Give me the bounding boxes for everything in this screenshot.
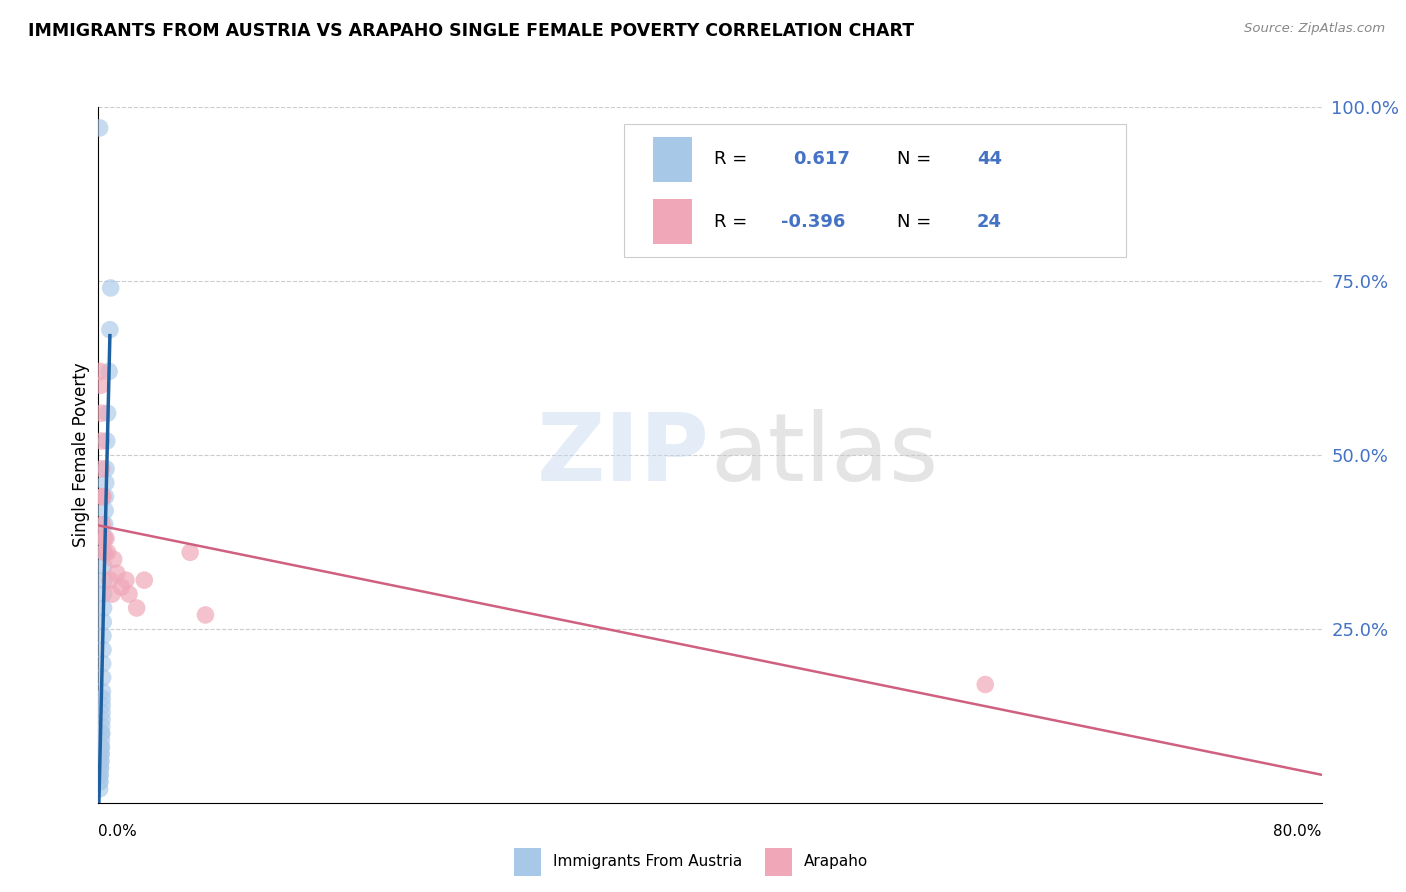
Text: ZIP: ZIP — [537, 409, 710, 501]
Point — [134, 573, 156, 587]
Point — [115, 573, 138, 587]
Point — [974, 677, 997, 691]
Point — [125, 601, 148, 615]
Point — [90, 754, 112, 768]
Text: R =: R = — [714, 213, 752, 231]
Point — [94, 532, 117, 546]
Point — [105, 566, 128, 581]
Point — [97, 406, 120, 420]
Point — [93, 545, 115, 559]
Point — [89, 768, 111, 782]
Text: Immigrants From Austria: Immigrants From Austria — [554, 855, 742, 870]
Text: N =: N = — [897, 213, 938, 231]
Point — [93, 545, 115, 559]
Point — [90, 462, 112, 476]
Point — [93, 573, 115, 587]
Point — [110, 580, 132, 594]
Text: atlas: atlas — [710, 409, 938, 501]
FancyBboxPatch shape — [765, 848, 792, 876]
Point — [94, 475, 117, 490]
Text: N =: N = — [897, 150, 938, 169]
Point — [90, 747, 112, 761]
FancyBboxPatch shape — [515, 848, 541, 876]
Point — [90, 754, 112, 768]
Point — [90, 761, 112, 775]
Point — [90, 726, 112, 740]
Point — [94, 517, 117, 532]
Point — [91, 490, 114, 504]
Point — [91, 712, 114, 726]
Point — [93, 587, 115, 601]
Text: 80.0%: 80.0% — [1274, 823, 1322, 838]
Point — [98, 323, 121, 337]
Point — [89, 761, 111, 775]
Point — [91, 615, 114, 629]
Point — [97, 545, 120, 559]
Point — [90, 434, 112, 448]
Point — [98, 573, 121, 587]
Text: IMMIGRANTS FROM AUSTRIA VS ARAPAHO SINGLE FEMALE POVERTY CORRELATION CHART: IMMIGRANTS FROM AUSTRIA VS ARAPAHO SINGL… — [28, 22, 914, 40]
Text: 0.0%: 0.0% — [98, 823, 138, 838]
Point — [90, 747, 112, 761]
Point — [89, 781, 111, 796]
Point — [91, 691, 114, 706]
Point — [91, 490, 114, 504]
Point — [96, 434, 118, 448]
Point — [90, 719, 112, 733]
Text: -0.396: -0.396 — [780, 213, 845, 231]
Point — [103, 552, 125, 566]
Point — [90, 406, 112, 420]
Text: Arapaho: Arapaho — [804, 855, 869, 870]
Point — [91, 671, 114, 685]
Point — [89, 120, 111, 135]
Text: Source: ZipAtlas.com: Source: ZipAtlas.com — [1244, 22, 1385, 36]
FancyBboxPatch shape — [624, 124, 1126, 257]
Point — [194, 607, 217, 622]
Point — [90, 740, 112, 755]
Point — [89, 775, 111, 789]
Point — [94, 490, 117, 504]
Point — [90, 726, 112, 740]
Point — [90, 378, 112, 392]
Point — [91, 657, 114, 671]
Point — [89, 768, 111, 782]
Text: 0.617: 0.617 — [793, 150, 851, 169]
Point — [93, 601, 115, 615]
Point — [179, 545, 201, 559]
Point — [91, 684, 114, 698]
Point — [91, 517, 114, 532]
Point — [90, 740, 112, 755]
Point — [89, 775, 111, 789]
Point — [101, 587, 124, 601]
Text: R =: R = — [714, 150, 752, 169]
Point — [93, 559, 115, 574]
Text: 44: 44 — [977, 150, 1001, 169]
Text: 24: 24 — [977, 213, 1001, 231]
Point — [91, 706, 114, 720]
Point — [94, 462, 117, 476]
Point — [98, 364, 121, 378]
Y-axis label: Single Female Poverty: Single Female Poverty — [72, 363, 90, 547]
FancyBboxPatch shape — [652, 199, 692, 244]
Point — [118, 587, 141, 601]
Point — [93, 532, 115, 546]
FancyBboxPatch shape — [652, 136, 692, 182]
Point — [91, 629, 114, 643]
Point — [89, 364, 111, 378]
Point — [93, 532, 115, 546]
Point — [91, 642, 114, 657]
Point — [90, 733, 112, 747]
Point — [94, 503, 117, 517]
Point — [100, 281, 122, 295]
Point — [91, 698, 114, 713]
